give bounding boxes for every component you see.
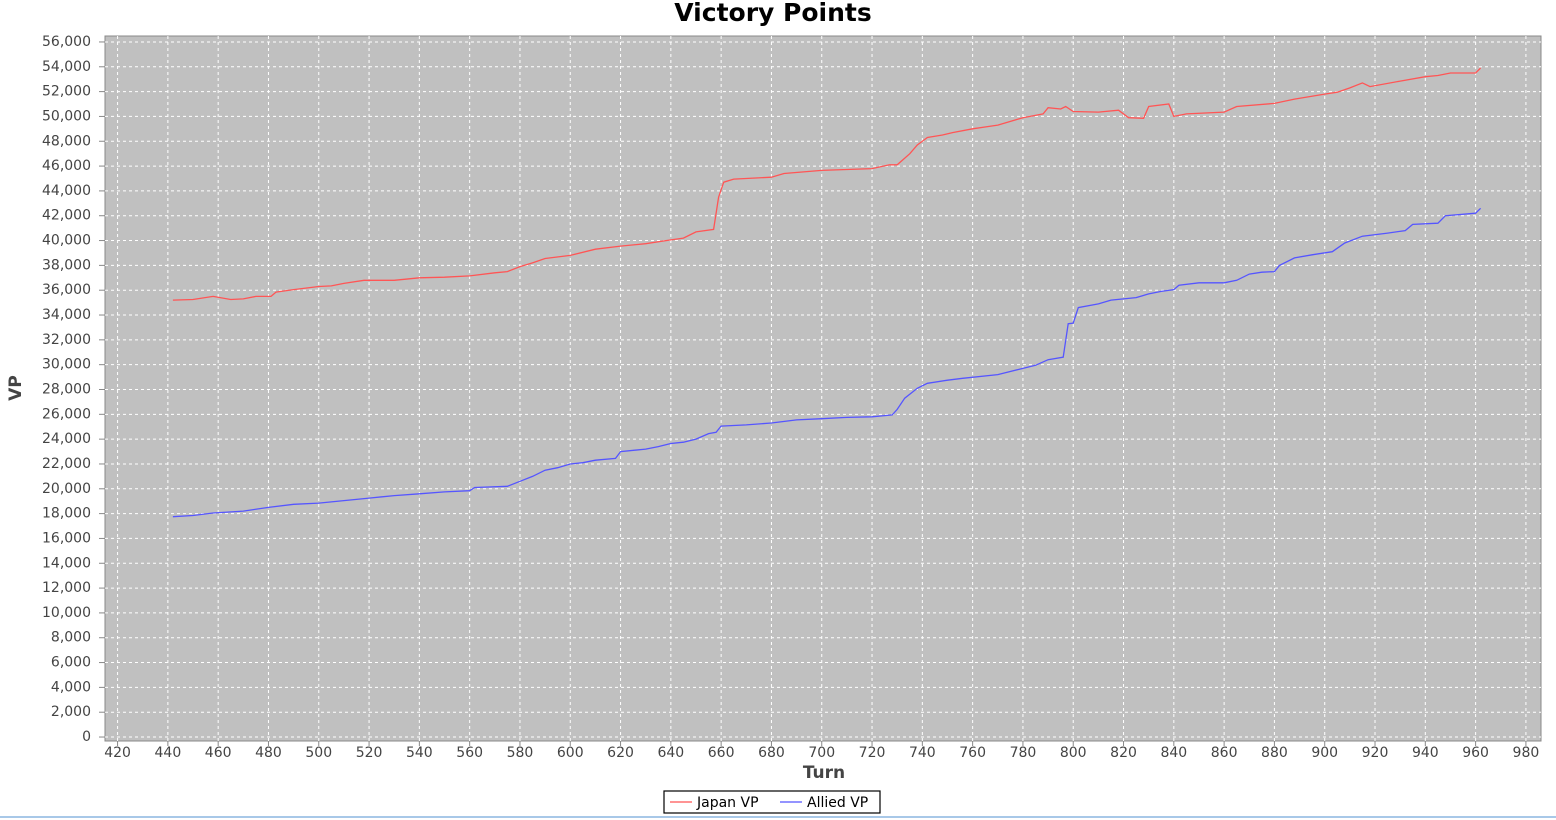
- x-tick-label: 860: [1211, 745, 1238, 761]
- x-tick-label: 580: [507, 745, 534, 761]
- plot-area: [104, 35, 1542, 742]
- x-tick-label: 940: [1412, 745, 1439, 761]
- legend-box: [663, 790, 881, 814]
- x-tick-label: 880: [1261, 745, 1288, 761]
- x-tick-label: 980: [1513, 745, 1540, 761]
- x-tick-label: 820: [1110, 745, 1137, 761]
- legend-label: Allied VP: [807, 795, 868, 811]
- x-tick-label: 480: [255, 745, 282, 761]
- x-tick-label: 540: [406, 745, 433, 761]
- chart-title: Victory Points: [674, 0, 871, 27]
- y-tick-label: 50,000: [42, 108, 91, 124]
- x-tick-label: 640: [657, 745, 684, 761]
- y-tick-label: 20,000: [42, 481, 91, 497]
- y-tick-label: 22,000: [42, 456, 91, 472]
- x-tick-label: 440: [155, 745, 182, 761]
- x-tick-label: 680: [758, 745, 785, 761]
- y-tick-label: 12,000: [42, 580, 91, 596]
- y-tick-label: 16,000: [42, 530, 91, 546]
- y-tick-label: 42,000: [42, 208, 91, 224]
- x-tick-label: 900: [1311, 745, 1338, 761]
- y-tick-label: 36,000: [42, 282, 91, 298]
- y-tick-label: 34,000: [42, 307, 91, 323]
- y-tick-label: 32,000: [42, 332, 91, 348]
- y-tick-label: 14,000: [42, 555, 91, 571]
- x-tick-label: 620: [607, 745, 634, 761]
- y-tick-label: 8,000: [51, 630, 91, 646]
- y-tick-label: 56,000: [42, 34, 91, 50]
- y-tick-label: 24,000: [42, 431, 91, 447]
- x-tick-label: 800: [1060, 745, 1087, 761]
- y-tick-label: 54,000: [42, 59, 91, 75]
- y-tick-label: 40,000: [42, 233, 91, 249]
- x-tick-label: 840: [1160, 745, 1187, 761]
- y-tick-label: 46,000: [42, 158, 91, 174]
- y-tick-label: 2,000: [51, 704, 91, 720]
- x-tick-label: 560: [456, 745, 483, 761]
- y-tick-label: 52,000: [42, 84, 91, 100]
- x-tick-label: 740: [909, 745, 936, 761]
- x-tick-label: 660: [708, 745, 735, 761]
- x-tick-label: 760: [959, 745, 986, 761]
- x-axis-label: Turn: [803, 763, 845, 783]
- x-tick-label: 600: [557, 745, 584, 761]
- legend-label: Japan VP: [696, 795, 759, 811]
- x-tick-label: 700: [808, 745, 835, 761]
- x-tick-label: 920: [1362, 745, 1389, 761]
- y-tick-label: 0: [82, 729, 91, 745]
- x-tick-label: 520: [356, 745, 383, 761]
- y-tick-label: 4,000: [51, 679, 91, 695]
- x-tick-label: 460: [205, 745, 232, 761]
- y-tick-label: 30,000: [42, 357, 91, 373]
- y-tick-label: 6,000: [51, 655, 91, 671]
- y-tick-label: 48,000: [42, 133, 91, 149]
- y-tick-label: 10,000: [42, 605, 91, 621]
- x-tick-label: 960: [1462, 745, 1489, 761]
- series-line: [172, 207, 1482, 518]
- x-tick-label: 420: [104, 745, 131, 761]
- y-tick-label: 26,000: [42, 406, 91, 422]
- y-tick-label: 44,000: [42, 183, 91, 199]
- x-tick-label: 500: [305, 745, 332, 761]
- y-tick-label: 18,000: [42, 506, 91, 522]
- y-tick-label: 28,000: [42, 381, 91, 397]
- x-tick-label: 720: [859, 745, 886, 761]
- y-axis-label: VP: [6, 375, 26, 401]
- x-tick-label: 780: [1010, 745, 1037, 761]
- series-line: [172, 67, 1482, 301]
- y-tick-label: 38,000: [42, 257, 91, 273]
